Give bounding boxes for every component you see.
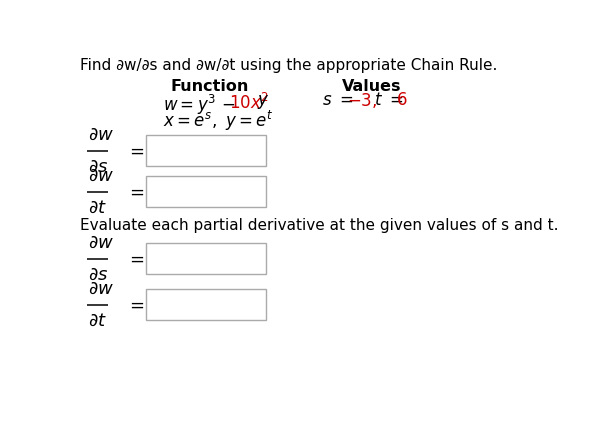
Text: $\partial s$: $\partial s$ bbox=[88, 266, 108, 284]
Text: $6$: $6$ bbox=[396, 91, 408, 109]
Text: $w = y^3\,-\,$: $w = y^3\,-\,$ bbox=[163, 93, 235, 117]
Text: $10x^2$: $10x^2$ bbox=[229, 93, 269, 113]
Text: $\partial w$: $\partial w$ bbox=[88, 126, 114, 144]
Text: $\partial t$: $\partial t$ bbox=[88, 312, 107, 330]
Text: $\partial w$: $\partial w$ bbox=[88, 280, 114, 298]
Text: Function: Function bbox=[170, 79, 248, 94]
Text: Values: Values bbox=[342, 79, 402, 94]
Text: $=$: $=$ bbox=[126, 142, 145, 160]
Text: $\partial s$: $\partial s$ bbox=[88, 158, 108, 176]
Text: $=$: $=$ bbox=[126, 183, 145, 201]
Text: Evaluate each partial derivative at the given values of s and t.: Evaluate each partial derivative at the … bbox=[80, 218, 559, 233]
Text: $=$: $=$ bbox=[126, 296, 145, 314]
FancyBboxPatch shape bbox=[146, 290, 266, 320]
Text: $y$: $y$ bbox=[257, 93, 270, 111]
Text: $\partial t$: $\partial t$ bbox=[88, 198, 107, 217]
Text: $\partial w$: $\partial w$ bbox=[88, 167, 114, 185]
Text: $t\ =$: $t\ =$ bbox=[375, 91, 404, 109]
FancyBboxPatch shape bbox=[146, 135, 266, 166]
Text: $x = e^s,\ y = e^t$: $x = e^s,\ y = e^t$ bbox=[163, 108, 273, 133]
Text: $=$: $=$ bbox=[126, 250, 145, 267]
Text: $\partial w$: $\partial w$ bbox=[88, 234, 114, 251]
FancyBboxPatch shape bbox=[146, 243, 266, 274]
FancyBboxPatch shape bbox=[146, 176, 266, 207]
Text: $s\ =$: $s\ =$ bbox=[322, 91, 353, 109]
Text: $-3,$: $-3,$ bbox=[346, 91, 377, 110]
Text: Find ∂w/∂s and ∂w/∂t using the appropriate Chain Rule.: Find ∂w/∂s and ∂w/∂t using the appropria… bbox=[80, 58, 497, 73]
